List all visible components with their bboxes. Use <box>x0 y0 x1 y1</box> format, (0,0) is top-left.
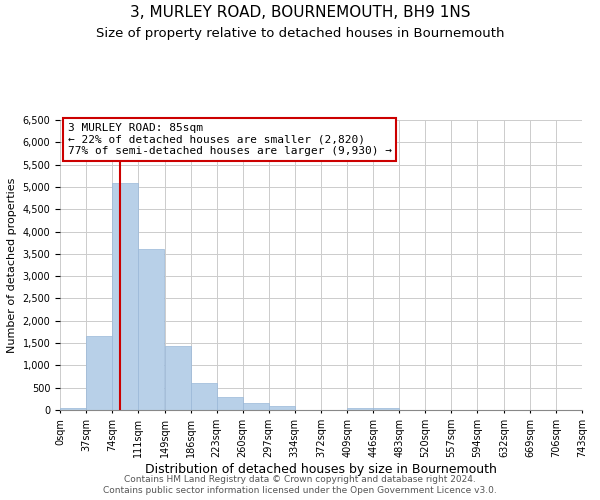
Bar <box>164 346 191 410</box>
Bar <box>60 408 86 410</box>
Bar <box>138 250 164 410</box>
Bar <box>269 406 295 410</box>
Bar <box>242 404 269 410</box>
Text: Contains HM Land Registry data © Crown copyright and database right 2024.: Contains HM Land Registry data © Crown c… <box>124 475 476 484</box>
Bar <box>217 396 242 410</box>
Bar <box>373 408 400 410</box>
Text: 3 MURLEY ROAD: 85sqm
← 22% of detached houses are smaller (2,820)
77% of semi-de: 3 MURLEY ROAD: 85sqm ← 22% of detached h… <box>68 123 392 156</box>
Bar <box>347 408 373 410</box>
Y-axis label: Number of detached properties: Number of detached properties <box>7 178 17 352</box>
Bar <box>86 336 112 410</box>
X-axis label: Distribution of detached houses by size in Bournemouth: Distribution of detached houses by size … <box>145 462 497 475</box>
Text: 3, MURLEY ROAD, BOURNEMOUTH, BH9 1NS: 3, MURLEY ROAD, BOURNEMOUTH, BH9 1NS <box>130 5 470 20</box>
Bar <box>112 184 138 410</box>
Text: Size of property relative to detached houses in Bournemouth: Size of property relative to detached ho… <box>96 28 504 40</box>
Text: Contains public sector information licensed under the Open Government Licence v3: Contains public sector information licen… <box>103 486 497 495</box>
Bar <box>191 383 217 410</box>
